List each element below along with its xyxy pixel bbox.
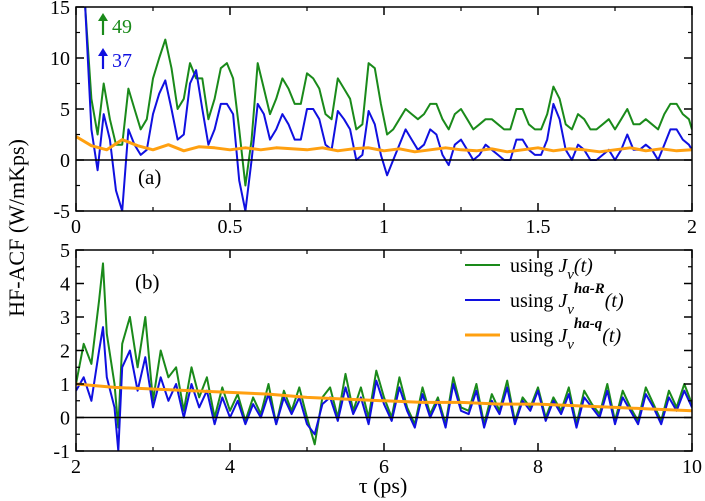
y-tick-label: 5 [60,240,70,262]
panel-b-label: (b) [135,270,160,294]
legend: using Jv(t)using Jvha-R(t)using Jvha-q(t… [465,255,624,353]
y-tick-label: -5 [53,201,70,223]
annotation-37-text: 37 [112,50,132,72]
legend-entry-label: using Jvha-R(t) [510,281,624,318]
x-tick-label: 1 [379,216,389,238]
x-tick-label: 6 [379,456,389,478]
x-tick-label: 8 [533,456,543,478]
x-tick-label: 4 [225,456,235,478]
legend-entry-label: using Jvha-q(t) [510,316,621,353]
y-tick-label: 0 [60,150,70,172]
x-tick-label: 2 [71,456,81,478]
legend-entry-label: using Jv(t) [510,255,593,283]
x-tick-label: 0.5 [218,216,243,238]
y-axis-label: HF-ACF (W/mKps) [4,139,29,317]
x-tick-label: 2 [687,216,697,238]
panel-a-series-line-3 [76,135,692,154]
y-tick-label: 3 [60,307,70,329]
annotation-arrow-37: 37 [98,48,132,72]
x-tick-label: 1.5 [526,216,551,238]
y-tick-label: 4 [60,274,70,296]
panel-a-series-line-1 [84,7,692,187]
arrow-37-head [98,48,108,56]
x-axis-label: τ (ps) [359,473,408,498]
panel-b-series-line-2 [76,326,692,451]
y-tick-label: 10 [50,48,70,70]
y-tick-label: -1 [53,441,70,463]
y-tick-label: 5 [60,99,70,121]
panel-b-frame [75,249,693,452]
annotation-49-text: 49 [112,16,132,38]
annotation-arrow-49: 49 [98,13,132,38]
arrow-49-head [98,13,108,21]
panel-b-series-line-3 [76,382,692,413]
x-tick-label: 10 [682,456,702,478]
y-tick-label: 15 [50,0,70,19]
panel-a-frame [75,6,693,212]
panel-b-series [76,262,692,451]
y-tick-label: 2 [60,341,70,363]
panel-a-annotations: 49 37 [98,13,132,72]
panel-a-label: (a) [138,165,161,189]
y-tick-label: 1 [60,374,70,396]
panel-b-series-line-1 [76,262,692,446]
panel-b-ticks: 2 4 6 8 10 -1 0 1 2 3 4 5 [53,240,702,478]
y-tick-label: 0 [60,408,70,430]
x-tick-label: 0 [71,216,81,238]
